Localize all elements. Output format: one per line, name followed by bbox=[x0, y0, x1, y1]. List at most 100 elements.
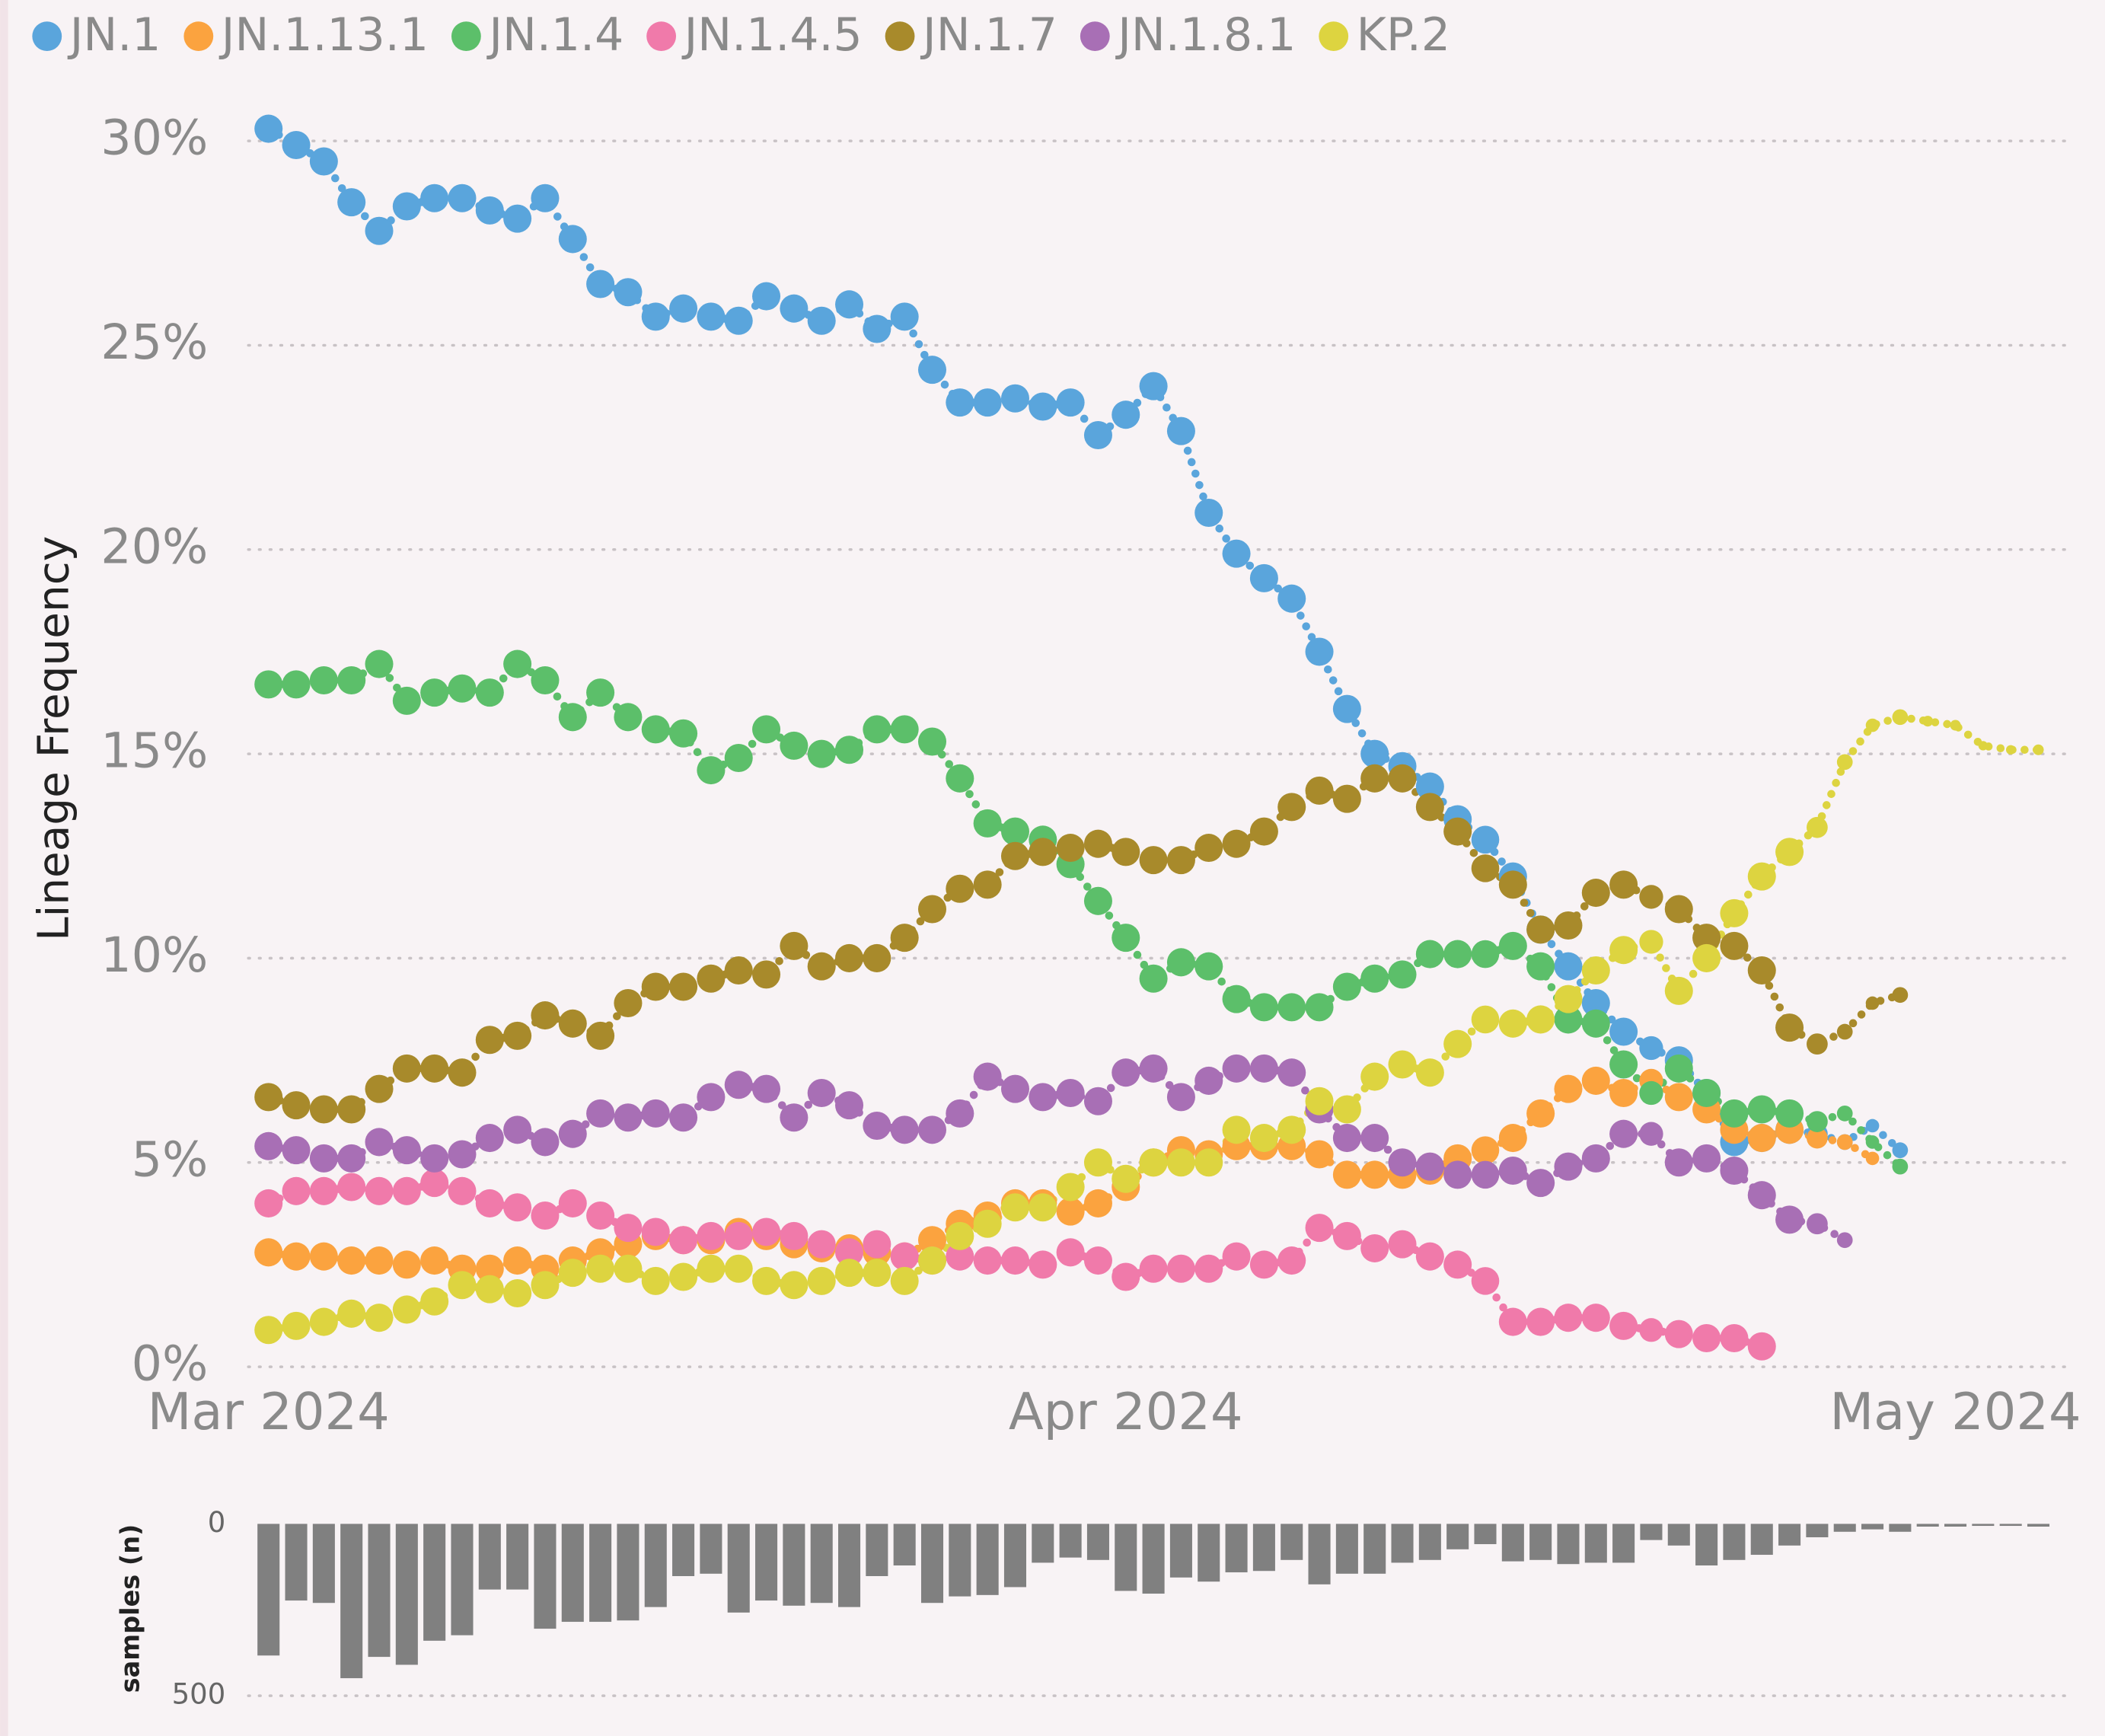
data-point bbox=[1836, 1106, 1853, 1122]
data-point bbox=[752, 282, 781, 311]
data-point bbox=[1526, 1307, 1555, 1336]
data-point bbox=[282, 131, 311, 160]
data-point bbox=[1083, 1087, 1112, 1115]
data-point bbox=[1305, 1140, 1334, 1169]
bar bbox=[1806, 1524, 1829, 1537]
data-point bbox=[1471, 940, 1500, 969]
data-point bbox=[1664, 1083, 1693, 1112]
bar bbox=[700, 1524, 722, 1574]
bar bbox=[1391, 1524, 1414, 1563]
data-point bbox=[1581, 1009, 1610, 1038]
data-point bbox=[835, 943, 864, 972]
data-point bbox=[1332, 784, 1361, 813]
data-point bbox=[1664, 895, 1693, 924]
data-point bbox=[1639, 930, 1663, 954]
data-point bbox=[531, 1271, 560, 1300]
y-tick-label: 30% bbox=[100, 110, 208, 166]
bar bbox=[1169, 1524, 1192, 1578]
data-point bbox=[420, 1054, 449, 1083]
data-point bbox=[392, 1136, 421, 1165]
data-point bbox=[1112, 1164, 1140, 1193]
data-point bbox=[1166, 846, 1195, 875]
data-point bbox=[863, 1230, 891, 1259]
data-point bbox=[1609, 1050, 1638, 1079]
data-point bbox=[1836, 1134, 1853, 1150]
data-point bbox=[641, 1217, 670, 1246]
data-point bbox=[1056, 388, 1085, 417]
data-point bbox=[1415, 1058, 1444, 1087]
data-point bbox=[1222, 539, 1251, 568]
data-point bbox=[365, 1074, 394, 1103]
data-point bbox=[1166, 1254, 1195, 1283]
data-point bbox=[1609, 1119, 1638, 1148]
data-point bbox=[780, 731, 809, 760]
data-point bbox=[1332, 1095, 1361, 1124]
data-point bbox=[1692, 1324, 1721, 1353]
data-point bbox=[309, 666, 338, 695]
bar bbox=[451, 1524, 474, 1635]
data-point bbox=[1277, 793, 1306, 822]
data-point bbox=[1526, 915, 1555, 944]
data-point bbox=[1526, 1005, 1555, 1034]
data-point bbox=[1332, 1124, 1361, 1153]
data-point bbox=[1360, 1233, 1389, 1262]
data-point bbox=[392, 192, 421, 221]
data-point bbox=[1083, 829, 1112, 858]
bar bbox=[506, 1524, 529, 1590]
data-point bbox=[1775, 838, 1804, 866]
data-point bbox=[1112, 924, 1140, 953]
data-point bbox=[1166, 416, 1195, 445]
data-point bbox=[1056, 834, 1085, 863]
data-point bbox=[724, 956, 753, 985]
data-point bbox=[946, 764, 974, 793]
data-point bbox=[1471, 825, 1500, 854]
data-point bbox=[1471, 1136, 1500, 1164]
data-point bbox=[420, 678, 449, 707]
bar bbox=[783, 1524, 805, 1606]
data-point bbox=[475, 1189, 504, 1217]
data-point bbox=[752, 1217, 781, 1246]
bar bbox=[1584, 1524, 1607, 1563]
legend-marker bbox=[1080, 21, 1110, 52]
edge-strip bbox=[0, 0, 8, 1736]
bar bbox=[285, 1524, 308, 1601]
data-point bbox=[586, 1021, 615, 1050]
data-point bbox=[503, 204, 532, 233]
data-point bbox=[1692, 1144, 1721, 1173]
data-point bbox=[1526, 1099, 1555, 1128]
data-point bbox=[475, 1026, 504, 1055]
bar bbox=[1612, 1524, 1635, 1563]
data-point bbox=[558, 703, 587, 732]
data-point bbox=[1277, 993, 1306, 1022]
data-point bbox=[1415, 793, 1444, 822]
data-point bbox=[558, 1189, 587, 1217]
bar bbox=[1916, 1524, 1939, 1527]
bar bbox=[589, 1524, 612, 1623]
data-point bbox=[1692, 1079, 1721, 1108]
bar bbox=[340, 1524, 363, 1679]
data-point bbox=[337, 1144, 366, 1173]
data-point bbox=[1415, 772, 1444, 801]
data-point bbox=[752, 715, 781, 744]
data-point bbox=[1415, 940, 1444, 969]
bar bbox=[1501, 1524, 1524, 1562]
data-point bbox=[475, 196, 504, 225]
data-point bbox=[1139, 964, 1168, 993]
data-point bbox=[1112, 400, 1140, 429]
data-point bbox=[1775, 1205, 1804, 1234]
bar bbox=[1640, 1524, 1663, 1540]
data-point bbox=[1747, 956, 1776, 985]
data-point bbox=[558, 1009, 587, 1038]
data-point bbox=[1249, 817, 1278, 846]
data-point bbox=[669, 1262, 698, 1291]
data-point bbox=[1720, 931, 1749, 960]
data-point bbox=[365, 1176, 394, 1205]
data-point bbox=[1609, 1311, 1638, 1340]
bar bbox=[755, 1524, 778, 1601]
data-point bbox=[558, 1119, 587, 1148]
data-point bbox=[752, 1074, 781, 1103]
y-tick-label: 5% bbox=[132, 1131, 209, 1187]
data-point bbox=[282, 1176, 311, 1205]
data-point bbox=[337, 1095, 366, 1124]
data-point bbox=[614, 703, 643, 732]
